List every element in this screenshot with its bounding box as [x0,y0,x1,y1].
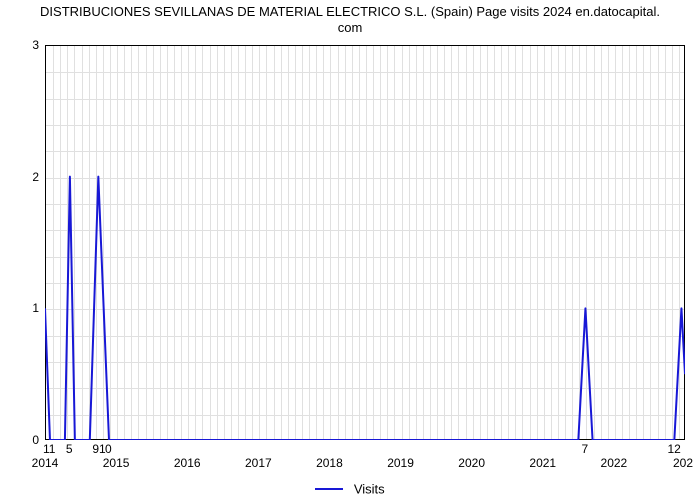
y-tick-label: 2 [0,170,39,184]
series-line [45,177,685,440]
x-tick-label: 2021 [523,456,563,470]
y-tick-label: 0 [0,433,39,447]
legend-label: Visits [354,481,385,496]
chart-title-line1: DISTRIBUCIONES SEVILLANAS DE MATERIAL EL… [40,4,660,19]
legend-swatch [315,488,343,490]
x-tick-label: 2018 [309,456,349,470]
data-point-label: 0 [105,442,112,456]
chart-legend: Visits [0,480,700,498]
data-point-label: 11 [43,442,55,456]
chart-container: DISTRIBUCIONES SEVILLANAS DE MATERIAL EL… [0,0,700,500]
x-tick-label: 202 [673,456,700,470]
x-tick-label: 2022 [594,456,634,470]
x-tick-label: 2016 [167,456,207,470]
x-tick-label: 2017 [238,456,278,470]
data-point-label: 5 [66,442,73,456]
x-tick-label: 2020 [452,456,492,470]
y-tick-label: 3 [0,38,39,52]
data-point-label: 12 [667,442,680,456]
x-tick-label: 2015 [96,456,136,470]
y-tick-label: 1 [0,301,39,315]
data-point-label: 91 [92,442,105,456]
chart-title-line2: com [338,20,363,35]
chart-line-svg [45,45,685,440]
x-tick-label: 2019 [381,456,421,470]
data-point-label: 7 [581,442,588,456]
chart-plot-outer [45,45,685,440]
chart-title: DISTRIBUCIONES SEVILLANAS DE MATERIAL EL… [0,4,700,37]
x-tick-label: 2014 [25,456,65,470]
